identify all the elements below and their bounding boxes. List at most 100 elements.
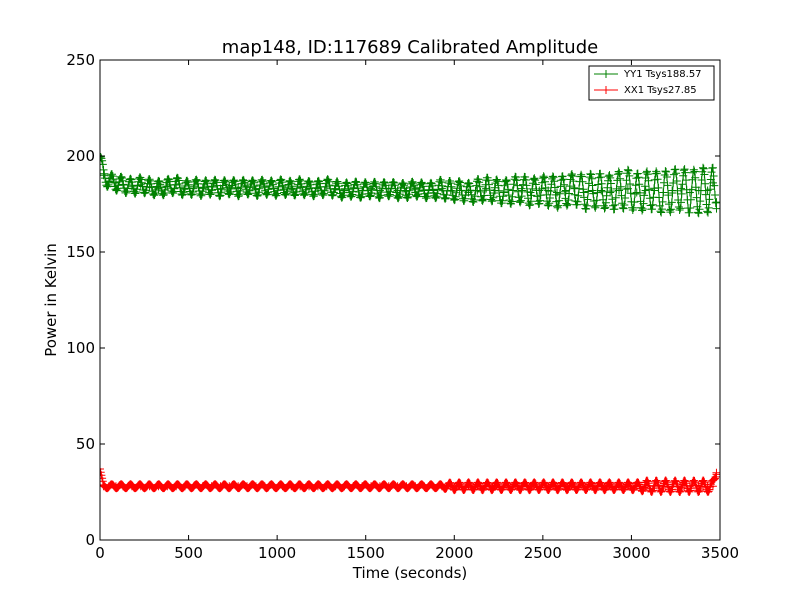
data-point [111,178,120,187]
data-point [243,482,252,491]
data-point [615,482,624,491]
legend-box [588,65,715,101]
data-point [708,482,717,491]
y-axis: 0 50 100 150 200 250 [66,51,720,549]
data-point [429,186,438,195]
data-point [623,482,632,491]
data-point [561,186,570,195]
y-tick-label: 100 [66,339,95,357]
data-point [278,182,287,191]
data-point [269,184,278,193]
data-point [685,482,694,491]
data-point [464,188,473,197]
data-point [553,188,562,197]
data-point [216,482,225,491]
data-point [437,184,446,193]
data-point [579,482,588,491]
data-point [358,482,367,491]
x-tick-label: 2500 [524,544,562,562]
data-point [136,180,145,189]
plot-frame [99,59,721,541]
data-point [269,482,278,491]
chart-title: map148, ID:117689 Calibrated Amplitude [222,37,598,58]
data-point [420,186,429,195]
data-point [606,482,615,491]
data-point [198,184,207,193]
data-point [517,184,526,193]
data-point [526,482,535,491]
legend: YY1 Tsys188.57 XX1 Tsys27.85 [588,65,715,101]
data-point [499,188,508,197]
data-point [402,482,411,491]
data-point [260,482,269,491]
legend-marker-yy1 [602,70,610,78]
data-point [154,482,163,491]
data-point [650,186,659,195]
data-point [464,482,473,491]
data-point [668,186,677,195]
y-tick-label: 50 [76,435,95,453]
data-point [296,182,305,191]
x-tick-label: 1000 [258,544,296,562]
data-point [100,171,108,180]
data-point [708,178,717,187]
data-point [349,184,358,193]
data-point [145,482,154,491]
data-point [429,482,438,491]
data-point [570,184,579,193]
data-point [119,482,128,491]
data-point [104,176,113,185]
legend-label-yy1: YY1 Tsys188.57 [623,69,702,80]
data-point [473,482,482,491]
data-point [677,184,686,193]
data-point [544,186,553,195]
y-tick-label: 200 [66,147,95,165]
data-point [234,482,243,491]
data-point [632,482,641,491]
data-point [597,186,606,195]
data-point [526,188,535,197]
x-tick-label: 500 [174,544,203,562]
data-point [508,186,517,195]
data-point [375,186,384,195]
data-point [703,186,712,195]
data-point [331,482,340,491]
y-tick-label: 0 [85,531,95,549]
data-point [251,482,260,491]
data-point [384,482,393,491]
data-point [181,184,190,193]
data-point [623,184,632,193]
data-point [163,182,172,191]
data-point [668,482,677,491]
x-axis: 0 500 1000 1500 2000 2500 3000 3500 [95,60,739,562]
data-point [491,186,500,195]
x-tick-label: 1500 [347,544,385,562]
data-point [632,188,641,197]
series-layer [100,152,720,496]
data-point [712,468,720,477]
data-point [234,184,243,193]
data-point [491,482,500,491]
data-point [375,482,384,491]
data-point [606,188,615,197]
data-point [198,482,207,491]
data-point [570,482,579,491]
data-point [358,186,367,195]
data-point [685,188,694,197]
data-point [287,184,296,193]
data-point [207,482,216,491]
data-point [207,182,216,191]
data-point [340,186,349,195]
data-point [172,482,181,491]
data-point [251,184,260,193]
data-point [694,186,703,195]
data-point [588,482,597,491]
data-point [367,184,376,193]
data-point [446,482,455,491]
x-tick-label: 3000 [612,544,650,562]
data-point [305,184,314,193]
data-point [553,482,562,491]
legend-label-xx1: XX1 Tsys27.85 [624,85,697,96]
y-tick-label: 150 [66,243,95,261]
data-point [136,482,145,491]
